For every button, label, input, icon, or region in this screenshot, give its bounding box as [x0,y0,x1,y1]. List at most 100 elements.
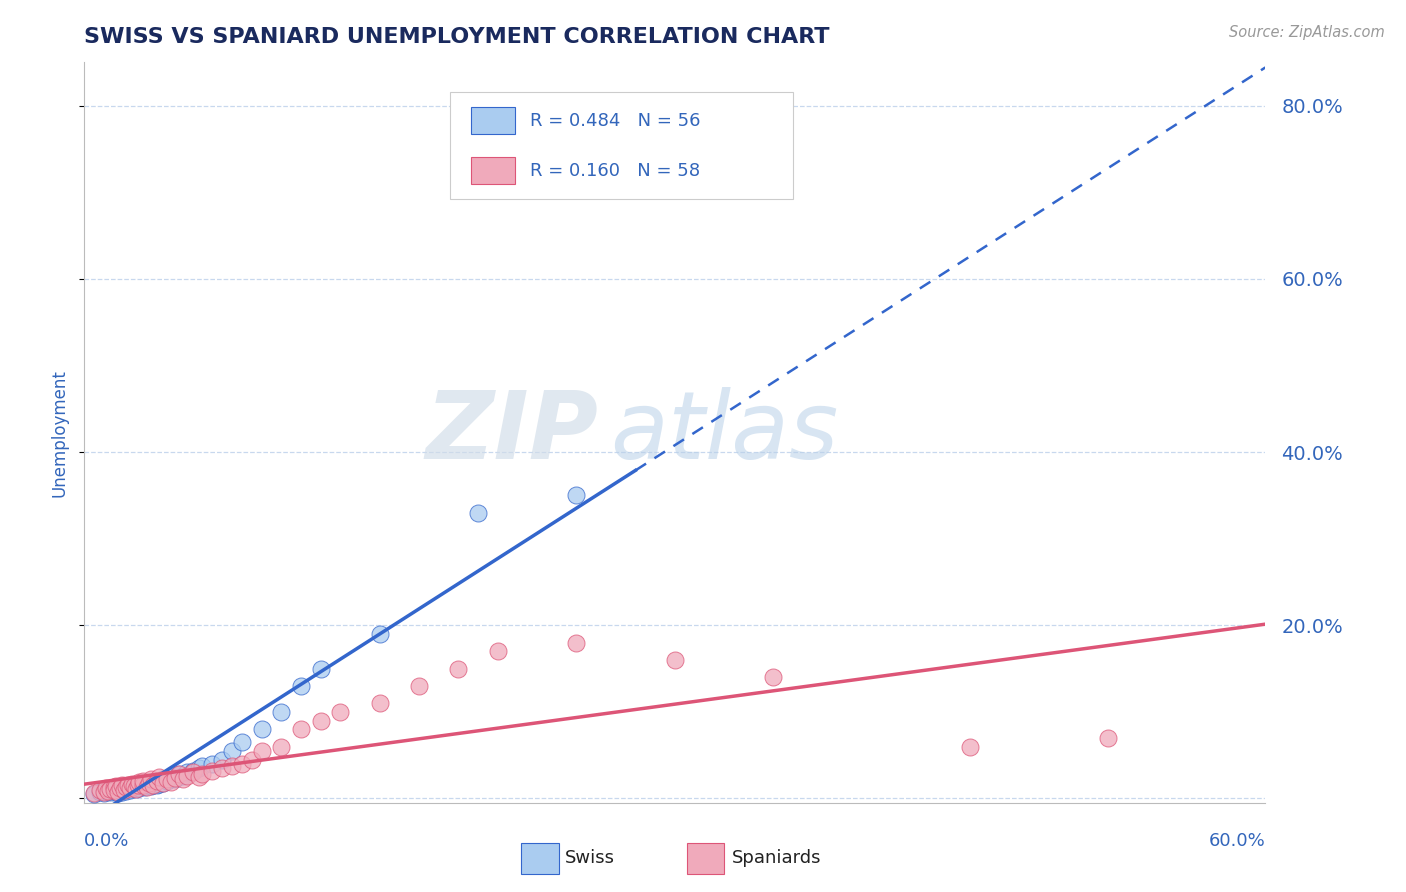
Point [146,774,169,789]
Text: Spaniards: Spaniards [731,849,821,867]
Point [136,779,159,793]
Point [221,758,243,772]
Bar [686,843,724,874]
Point [107,786,129,800]
Point [124,781,146,796]
Point [111,784,134,798]
Point [142,778,165,792]
Text: R = 0.484   N = 56: R = 0.484 N = 56 [530,112,700,129]
Point [98,781,121,796]
Point [93,784,115,798]
Point [108,781,131,796]
Point [148,770,170,784]
Point [191,767,214,781]
Point [565,635,588,649]
Point [270,705,292,719]
Point [408,679,430,693]
Point [565,488,588,502]
Point [231,756,253,771]
Point [127,778,149,792]
Point [181,765,204,780]
Point [211,752,233,766]
Point [128,780,150,795]
Point [176,769,198,783]
Point [187,761,209,775]
Point [127,778,149,792]
Point [103,780,125,795]
Point [103,782,125,797]
Point [134,780,156,795]
Point [172,769,194,783]
Point [146,779,169,793]
Bar [522,843,560,874]
Point [167,767,190,781]
Point [664,653,686,667]
Point [152,776,174,790]
Point [101,785,124,799]
Point [160,775,183,789]
Point [250,744,273,758]
Point [97,784,120,798]
Point [467,506,489,520]
Point [152,772,174,787]
Point [141,780,163,794]
Point [103,783,125,797]
Bar [471,157,516,185]
Point [143,774,166,789]
Point [107,784,129,798]
Point [122,780,145,794]
Text: SWISS VS SPANIARD UNEMPLOYMENT CORRELATION CHART: SWISS VS SPANIARD UNEMPLOYMENT CORRELATI… [84,27,830,47]
Point [138,776,160,790]
Point [309,662,332,676]
Point [103,780,125,795]
Point [329,705,352,719]
Point [141,772,163,787]
Point [148,777,170,791]
Point [368,696,391,710]
Point [132,780,155,794]
Point [112,782,135,797]
Point [118,782,141,797]
Point [142,778,165,792]
Point [152,776,174,790]
FancyBboxPatch shape [450,92,793,200]
Point [89,782,111,797]
Point [111,779,134,793]
Point [176,765,198,780]
Point [187,770,209,784]
Point [93,782,115,797]
Text: Swiss: Swiss [565,849,614,867]
Point [172,772,194,787]
Point [191,758,214,772]
Point [163,771,186,785]
Point [104,782,127,797]
Point [94,780,117,795]
Point [93,786,115,800]
Point [121,777,143,791]
Point [114,783,136,797]
Point [181,764,204,778]
Point [128,775,150,789]
Text: 0.0%: 0.0% [84,832,129,850]
Point [250,722,273,736]
Point [201,764,224,778]
Point [231,735,253,749]
Point [122,780,145,795]
Point [762,670,785,684]
Point [132,774,155,789]
Point [167,767,190,781]
Point [138,776,160,790]
Point [447,662,470,676]
Point [486,644,509,658]
Y-axis label: Unemployment: Unemployment [51,368,69,497]
Point [211,761,233,775]
Point [89,784,111,798]
Point [112,780,135,795]
Point [1097,731,1119,745]
Text: ZIP: ZIP [425,386,598,479]
Point [201,756,224,771]
Point [108,780,131,795]
Point [156,772,179,787]
Point [163,772,186,787]
Point [104,780,127,794]
